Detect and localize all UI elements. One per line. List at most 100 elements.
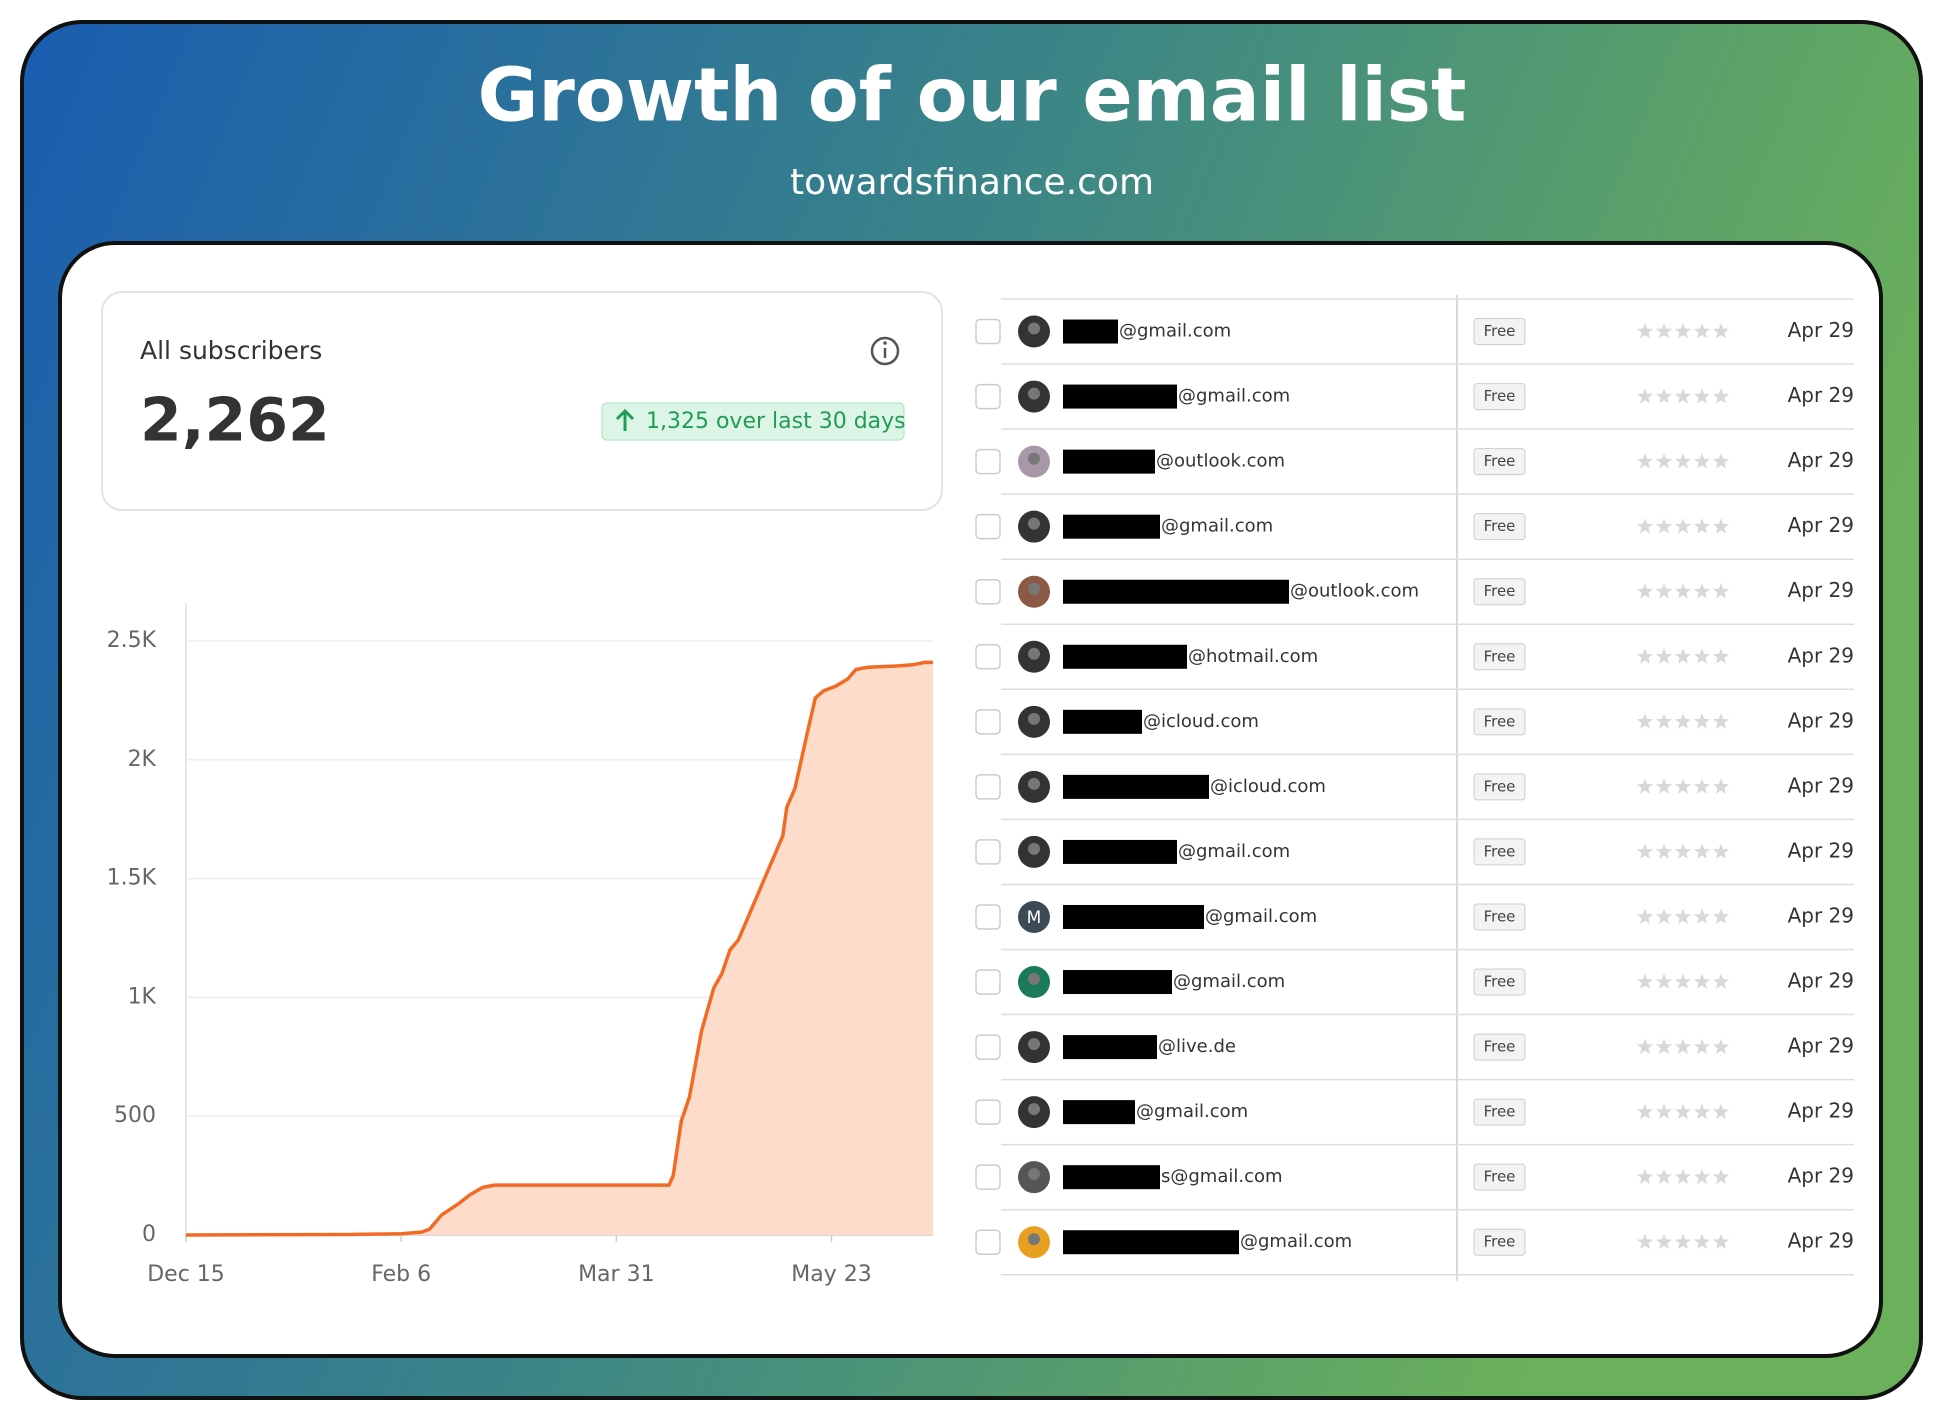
avatar-head xyxy=(1028,1168,1040,1181)
star xyxy=(1712,518,1730,534)
avatar-head xyxy=(1028,582,1040,595)
star xyxy=(1655,1038,1673,1054)
avatar-head xyxy=(1028,1233,1040,1246)
checkbox[interactable] xyxy=(975,904,1001,930)
checkbox[interactable] xyxy=(975,578,1001,605)
plan-badge xyxy=(1473,1228,1526,1256)
checkbox[interactable] xyxy=(975,709,1001,735)
x-tick-label: Feb 6 xyxy=(371,1262,431,1287)
star xyxy=(1636,973,1654,989)
star xyxy=(1693,648,1711,664)
star xyxy=(1693,843,1711,859)
avatar xyxy=(1018,900,1050,933)
checkbox[interactable] xyxy=(975,839,1001,865)
star xyxy=(1674,1233,1692,1250)
plan-badge xyxy=(1473,1163,1526,1191)
title: Growth of our email list xyxy=(478,53,1467,139)
email: @gmail.com xyxy=(1178,386,1290,407)
star xyxy=(1655,908,1673,924)
star xyxy=(1674,778,1692,794)
date: Apr 29 xyxy=(1788,513,1854,537)
change-badge xyxy=(601,402,905,441)
star xyxy=(1655,323,1673,339)
avatar-head xyxy=(1028,322,1040,335)
star xyxy=(1655,713,1673,729)
star xyxy=(1712,1038,1730,1054)
redaction xyxy=(1063,970,1172,995)
checkbox[interactable] xyxy=(975,1099,1001,1125)
y-tick-label: 2.5K xyxy=(107,628,157,653)
checkbox[interactable] xyxy=(975,1229,1001,1255)
avatar-letter: M xyxy=(1027,908,1042,928)
star xyxy=(1636,648,1654,664)
star xyxy=(1674,1103,1692,1119)
avatar-head xyxy=(1028,1103,1040,1116)
star xyxy=(1636,388,1654,404)
date: Apr 29 xyxy=(1788,448,1854,472)
star xyxy=(1712,388,1730,404)
plan: Free xyxy=(1484,452,1516,470)
redaction xyxy=(1063,904,1204,929)
plan-badge xyxy=(1473,578,1526,606)
info-icon[interactable] xyxy=(870,336,900,366)
star xyxy=(1674,648,1692,664)
star xyxy=(1712,713,1730,729)
chart: 0 500 1K 1.5K 2K 2.5K Dec 15 Feb 6 Mar 31 May 23 xyxy=(107,603,933,1287)
avatar-head xyxy=(1028,387,1040,400)
star xyxy=(1655,1168,1673,1185)
redaction xyxy=(1063,579,1289,604)
star xyxy=(1674,908,1692,924)
email: @gmail.com xyxy=(1173,971,1285,992)
star xyxy=(1636,1233,1654,1250)
date: Apr 29 xyxy=(1788,643,1854,667)
star xyxy=(1636,1168,1654,1185)
star xyxy=(1636,583,1654,599)
plan-badge xyxy=(1473,448,1526,476)
star xyxy=(1712,1168,1730,1185)
x-tick-label: May 23 xyxy=(791,1262,871,1287)
plan-badge xyxy=(1473,513,1526,541)
change-text: 1,325 over last 30 days xyxy=(646,409,906,434)
email: @gmail.com xyxy=(1205,906,1317,927)
checkbox[interactable] xyxy=(975,1034,1001,1060)
plan: Free xyxy=(1484,712,1516,730)
checkbox[interactable] xyxy=(975,969,1001,995)
star xyxy=(1674,1168,1692,1185)
avatar-head xyxy=(1028,777,1040,790)
star xyxy=(1712,323,1730,339)
checkbox[interactable] xyxy=(975,644,1001,670)
checkbox[interactable] xyxy=(975,1164,1001,1190)
redaction xyxy=(1063,319,1118,344)
checkbox[interactable] xyxy=(975,513,1001,540)
plan-badge xyxy=(1473,318,1526,346)
y-tick-label: 1K xyxy=(128,984,157,1009)
plan: Free xyxy=(1484,322,1516,340)
star xyxy=(1674,518,1692,534)
avatar-head xyxy=(1028,842,1040,855)
star xyxy=(1693,388,1711,404)
star xyxy=(1636,908,1654,924)
checkbox[interactable] xyxy=(975,774,1001,800)
star xyxy=(1655,973,1673,989)
star xyxy=(1693,778,1711,794)
card xyxy=(58,241,1883,1358)
date: Apr 29 xyxy=(1788,1034,1854,1058)
plan: Free xyxy=(1484,842,1516,860)
star xyxy=(1655,648,1673,664)
plan: Free xyxy=(1484,1038,1516,1056)
checkbox[interactable] xyxy=(975,318,1001,345)
checkbox[interactable] xyxy=(975,383,1001,410)
star xyxy=(1636,518,1654,534)
redaction xyxy=(1063,449,1155,474)
star xyxy=(1636,1038,1654,1054)
email: @hotmail.com xyxy=(1188,646,1318,667)
plan: Free xyxy=(1484,387,1516,405)
redaction xyxy=(1063,709,1142,734)
star xyxy=(1693,1038,1711,1054)
date: Apr 29 xyxy=(1788,903,1854,927)
email: @outlook.com xyxy=(1156,451,1285,472)
checkbox[interactable] xyxy=(975,448,1001,475)
email: @gmail.com xyxy=(1136,1101,1248,1122)
